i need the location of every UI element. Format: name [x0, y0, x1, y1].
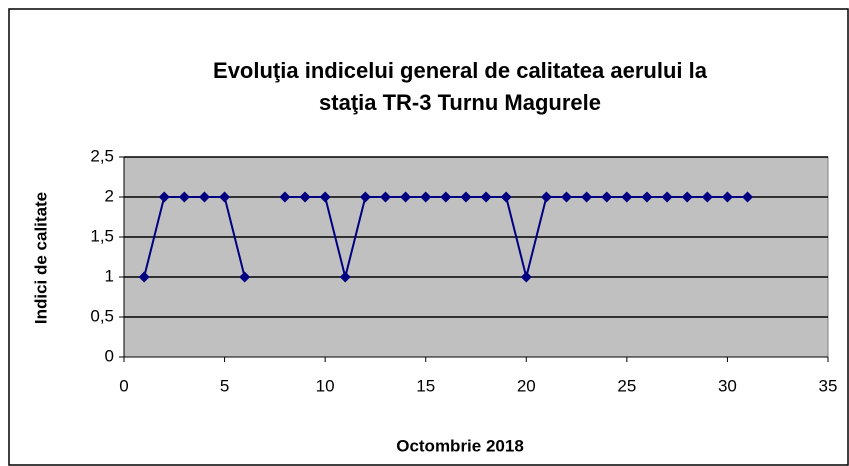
y-tick-label: 0,5 [90, 306, 114, 325]
x-tick-label: 10 [316, 376, 335, 395]
data-point [359, 191, 371, 203]
y-tick-label: 2 [105, 186, 114, 205]
y-tick-label: 0 [105, 346, 114, 365]
data-point [219, 191, 231, 203]
data-point [158, 191, 170, 203]
data-point [561, 191, 573, 203]
data-point [480, 191, 492, 203]
x-tick-label: 35 [819, 376, 838, 395]
data-point [661, 191, 673, 203]
data-point [520, 271, 532, 283]
y-tick-label: 2,5 [90, 146, 114, 165]
plot-area [123, 156, 829, 358]
data-point [581, 191, 593, 203]
data-point [178, 191, 190, 203]
data-point [420, 191, 432, 203]
data-point [379, 191, 391, 203]
data-point [400, 191, 412, 203]
data-point [641, 191, 653, 203]
data-point [601, 191, 613, 203]
data-point [701, 191, 713, 203]
x-tick-label: 25 [617, 376, 636, 395]
data-point [339, 271, 351, 283]
data-point [500, 191, 512, 203]
x-tick-label: 15 [416, 376, 435, 395]
y-axis-label: Indici de calitate [31, 192, 50, 324]
x-tick-label: 20 [517, 376, 536, 395]
x-tick-label: 5 [220, 376, 229, 395]
data-point [621, 191, 633, 203]
data-point [299, 191, 311, 203]
y-tick-label: 1,5 [90, 226, 114, 245]
chart-title: Evoluţia indicelui general de calitatea … [213, 58, 708, 83]
y-tick-label: 1 [105, 266, 114, 285]
data-point [540, 191, 552, 203]
data-point [742, 191, 754, 203]
data-point [279, 191, 291, 203]
data-point [319, 191, 331, 203]
data-point [460, 191, 472, 203]
data-point [198, 191, 210, 203]
data-point [138, 271, 150, 283]
x-tick-label: 30 [718, 376, 737, 395]
data-point [440, 191, 452, 203]
data-point [239, 271, 251, 283]
data-line [143, 196, 246, 278]
x-tick-label: 0 [119, 376, 128, 395]
data-point [721, 191, 733, 203]
x-axis-label: Octombrie 2018 [396, 436, 524, 455]
chart-title: staţia TR-3 Turnu Magurele [319, 90, 601, 115]
data-point [681, 191, 693, 203]
